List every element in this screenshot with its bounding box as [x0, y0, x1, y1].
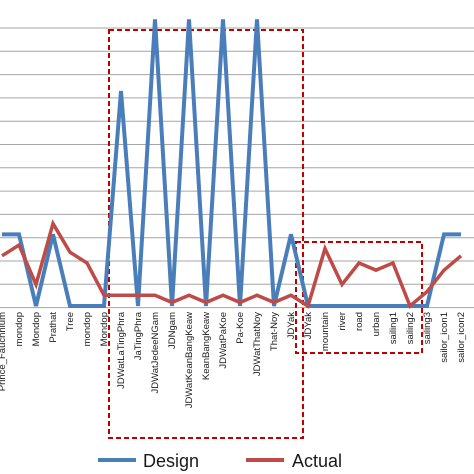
- x-tick-label: sailing1: [388, 312, 399, 344]
- x-tick-label: sailor_icon1: [439, 312, 450, 363]
- x-tick-label: JDWatLaTingPhra: [116, 311, 127, 389]
- x-tick-label: Mondop: [99, 312, 110, 346]
- series-line-actual: [1, 219, 463, 309]
- highlight-box: [295, 241, 423, 354]
- x-tick-label: Prince_Faucnnium: [0, 312, 8, 391]
- series-line-design: [2, 19, 461, 308]
- x-tick-label: JDWatPaKoe: [218, 312, 229, 369]
- x-tick-label: sailing2: [405, 312, 416, 344]
- x-tick-label: JDWatKeanBangKeaw: [184, 312, 195, 408]
- x-tick-label: sailing3: [422, 312, 433, 344]
- x-tick-label: road: [354, 312, 365, 331]
- x-tick-label: Pa-Koe: [235, 312, 246, 344]
- x-tick-label: That-Noy: [269, 312, 280, 351]
- x-tick-label: JaTingPhra: [133, 311, 144, 360]
- legend-label-design: Design: [143, 451, 199, 471]
- x-tick-label: Tree: [65, 312, 76, 331]
- x-tick-label: JDWatJedeeNGam: [150, 312, 161, 394]
- x-tick-label: KeanBangKeaw: [201, 312, 212, 380]
- x-tick-label: urban: [371, 312, 382, 336]
- legend-label-actual: Actual: [292, 451, 342, 471]
- x-tick-label: sailor_icon2: [456, 312, 467, 363]
- x-tick-label: Prathat: [48, 312, 59, 343]
- x-tick-label: JDYak: [286, 312, 297, 340]
- x-tick-label: JDNgam: [167, 312, 178, 349]
- x-axis-tick-labels: Prince_Faucnnium mondop Mondop Prathat Tree m…: [0, 311, 467, 408]
- x-tick-label: JDYak: [303, 312, 314, 340]
- x-tick-label: mondop: [14, 312, 25, 346]
- x-tick-label: mondop: [82, 312, 93, 346]
- x-tick-label: mountain: [320, 312, 331, 351]
- legend: Design Actual: [98, 451, 342, 471]
- series-lines: [1, 19, 463, 309]
- x-tick-label: JDWatThatNoy: [252, 312, 263, 376]
- x-tick-label: Mondop: [31, 312, 42, 346]
- x-tick-label: river: [337, 312, 348, 330]
